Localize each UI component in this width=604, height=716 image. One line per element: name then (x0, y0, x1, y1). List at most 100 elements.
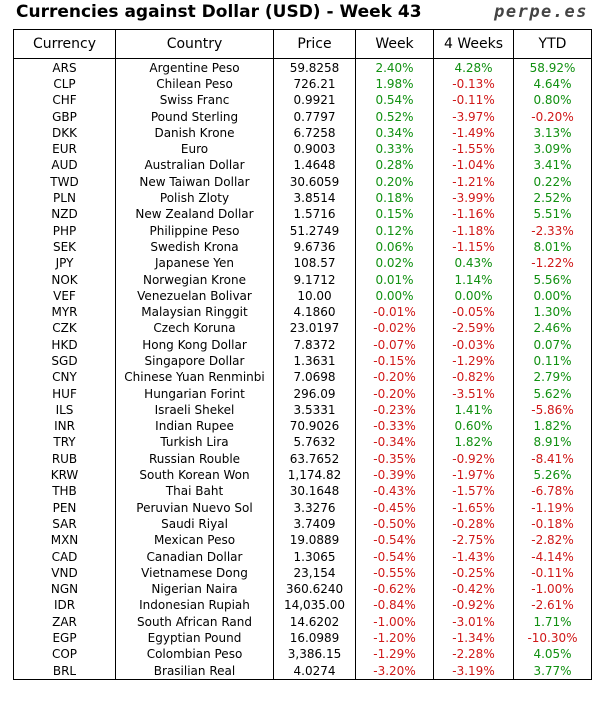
table-header-row: Currency Country Price Week 4 Weeks YTD (13, 29, 592, 59)
ytd-change-cell: 2.79% (513, 369, 592, 386)
table-row: VND Vietnamese Dong 23,154 -0.55% -0.25% -0.1… (13, 565, 592, 582)
table-row: NZD New Zealand Dollar 1.5716 0.15% -1.16% 5.… (13, 206, 592, 223)
country-cell: Czech Koruna (115, 320, 274, 338)
four-week-change-cell: -0.03% (433, 337, 514, 354)
country-cell: Australian Dollar (115, 157, 274, 175)
four-week-change-cell: -1.18% (433, 222, 514, 240)
week-change-cell: -0.20% (355, 369, 434, 386)
week-change-cell: -0.23% (355, 402, 434, 419)
table-row: EUR Euro 0.9003 0.33% -1.55% 3.09% (13, 141, 592, 158)
ytd-change-cell: 5.51% (513, 206, 592, 223)
country-cell: Japanese Yen (115, 255, 274, 272)
country-cell: Danish Krone (115, 125, 274, 142)
currency-code-cell: CHF (13, 92, 116, 109)
country-cell: Indian Rupee (115, 418, 274, 435)
price-cell: 1.3631 (273, 353, 356, 370)
country-cell: Hong Kong Dollar (115, 337, 274, 354)
currency-code-cell: VND (13, 565, 116, 582)
four-week-change-cell: -3.99% (433, 190, 514, 207)
ytd-change-cell: 0.07% (513, 337, 592, 354)
week-change-cell: 0.06% (355, 239, 434, 256)
table-row: NOK Norwegian Krone 9.1712 0.01% 1.14% 5.56% (13, 271, 592, 289)
price-cell: 0.9921 (273, 92, 356, 109)
ytd-change-cell: 4.64% (513, 76, 592, 93)
ytd-change-cell: 8.01% (513, 239, 592, 256)
country-cell: Indonesian Rupiah (115, 597, 274, 615)
price-cell: 296.09 (273, 385, 356, 403)
table-row: ILS Israeli Shekel 3.5331 -0.23% 1.41% -5.86% (13, 402, 592, 419)
currency-code-cell: NZD (13, 206, 116, 223)
four-week-change-cell: 1.14% (433, 271, 514, 289)
table-row: IDR Indonesian Rupiah 14,035.00 -0.84% -0.92… (13, 597, 592, 615)
brand-logo: perpe.es (494, 2, 588, 22)
table-row: PEN Peruvian Nuevo Sol 3.3276 -0.45% -1.65% -… (13, 500, 592, 517)
ytd-change-cell: 2.52% (513, 190, 592, 207)
ytd-change-cell: 0.22% (513, 174, 592, 191)
price-cell: 3.7409 (273, 516, 356, 533)
week-change-cell: -0.62% (355, 581, 434, 598)
four-week-change-cell: -1.65% (433, 500, 514, 517)
four-week-change-cell: -0.25% (433, 565, 514, 582)
country-cell: Turkish Lira (115, 434, 274, 452)
country-cell: Swiss Franc (115, 92, 274, 109)
ytd-change-cell: -10.30% (513, 630, 592, 647)
currency-code-cell: COP (13, 646, 116, 663)
country-cell: Israeli Shekel (115, 402, 274, 419)
ytd-change-cell: 3.09% (513, 141, 592, 158)
price-cell: 1.5716 (273, 206, 356, 223)
country-cell: Philippine Peso (115, 222, 274, 240)
table-row: MXN Mexican Peso 19.0889 -0.54% -2.75% -2.82% (13, 532, 592, 549)
country-cell: New Zealand Dollar (115, 206, 274, 223)
currency-code-cell: RUB (13, 451, 116, 468)
currency-code-cell: NOK (13, 271, 116, 289)
week-change-cell: -0.15% (355, 353, 434, 370)
table-row: INR Indian Rupee 70.9026 -0.33% 0.60% 1.82% (13, 418, 592, 435)
week-change-cell: -0.45% (355, 500, 434, 517)
table-row: PHP Philippine Peso 51.2749 0.12% -1.18% -2.3… (13, 222, 592, 240)
week-change-cell: 0.01% (355, 271, 434, 289)
four-week-change-cell: 4.28% (433, 58, 514, 77)
price-cell: 14,035.00 (273, 597, 356, 615)
country-cell: Malaysian Ringgit (115, 304, 274, 321)
price-cell: 3.8514 (273, 190, 356, 207)
ytd-change-cell: 8.91% (513, 434, 592, 452)
currency-code-cell: AUD (13, 157, 116, 175)
four-week-change-cell: -1.21% (433, 174, 514, 191)
column-header-week: Week (355, 29, 434, 59)
four-week-change-cell: -3.97% (433, 108, 514, 126)
currency-code-cell: INR (13, 418, 116, 435)
table-row: NGN Nigerian Naira 360.6240 -0.62% -0.42% -1.… (13, 581, 592, 598)
currency-code-cell: CNY (13, 369, 116, 386)
currency-code-cell: ZAR (13, 614, 116, 631)
ytd-change-cell: 3.77% (513, 662, 592, 681)
table-row: ARS Argentine Peso 59.8258 2.40% 4.28% 58.92% (13, 58, 592, 77)
four-week-change-cell: -0.13% (433, 76, 514, 93)
week-change-cell: -0.20% (355, 385, 434, 403)
table-row: KRW South Korean Won 1,174.82 -0.39% -1.97% 5… (13, 467, 592, 484)
column-header-ytd: YTD (513, 29, 592, 59)
country-cell: Hungarian Forint (115, 385, 274, 403)
currency-code-cell: TWD (13, 174, 116, 191)
week-change-cell: 0.12% (355, 222, 434, 240)
week-change-cell: 0.18% (355, 190, 434, 207)
country-cell: Chilean Peso (115, 76, 274, 93)
week-change-cell: -1.29% (355, 646, 434, 663)
country-cell: Nigerian Naira (115, 581, 274, 598)
week-change-cell: -0.39% (355, 467, 434, 484)
ytd-change-cell: -8.41% (513, 451, 592, 468)
four-week-change-cell: 0.43% (433, 255, 514, 272)
week-change-cell: -0.55% (355, 565, 434, 582)
four-week-change-cell: -1.97% (433, 467, 514, 484)
currency-code-cell: EGP (13, 630, 116, 647)
week-change-cell: -0.43% (355, 483, 434, 501)
price-cell: 63.7652 (273, 451, 356, 468)
four-week-change-cell: -1.55% (433, 141, 514, 158)
price-cell: 7.0698 (273, 369, 356, 386)
ytd-change-cell: 5.62% (513, 385, 592, 403)
table-row: DKK Danish Krone 6.7258 0.34% -1.49% 3.13% (13, 125, 592, 142)
country-cell: Pound Sterling (115, 108, 274, 126)
four-week-change-cell: -0.92% (433, 451, 514, 468)
country-cell: Vietnamese Dong (115, 565, 274, 582)
four-week-change-cell: 1.82% (433, 434, 514, 452)
price-cell: 9.6736 (273, 239, 356, 256)
